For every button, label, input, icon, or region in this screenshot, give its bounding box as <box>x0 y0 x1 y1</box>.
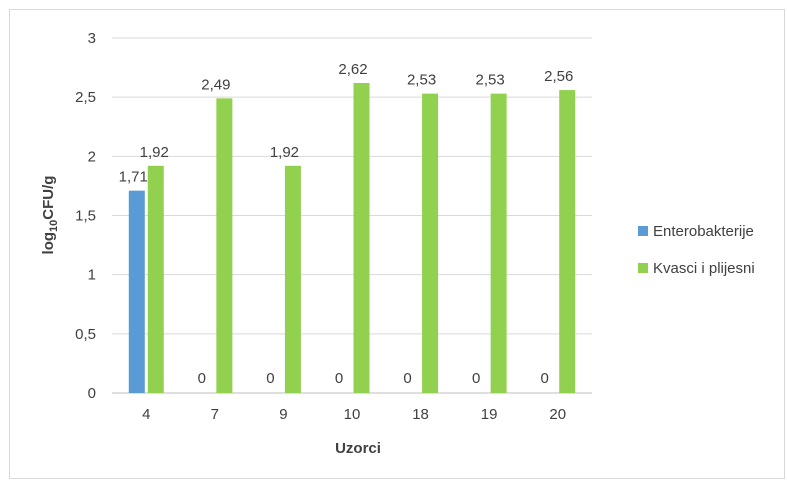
x-tick-label: 4 <box>142 406 150 423</box>
y-axis-ticks: 0 0,5 1 1,5 2 2,5 3 <box>75 30 96 402</box>
bar-kvasci-i-plijesni-10 <box>353 82 370 393</box>
legend-swatch-enterobakterije <box>638 226 648 236</box>
data-label-kvasci-i-plijesni-10: 2,62 <box>338 61 367 78</box>
data-label-enterobakterije-10: 0 <box>335 370 343 387</box>
y-tick-label: 2 <box>88 148 96 165</box>
x-tick-label: 10 <box>344 406 361 423</box>
bars <box>128 82 576 394</box>
data-label-enterobakterije-4: 1,71 <box>119 169 148 186</box>
x-tick-label: 7 <box>211 406 219 423</box>
y-tick-label: 3 <box>88 30 96 47</box>
y-tick-label: 0 <box>88 385 96 402</box>
data-label-enterobakterije-7: 0 <box>198 370 206 387</box>
x-tick-label: 9 <box>279 406 287 423</box>
y-axis-title-main: log <box>40 232 57 255</box>
x-tick-label: 18 <box>412 406 429 423</box>
legend-label-kvasci-i-plijesni: Kvasci i plijesni <box>653 260 755 277</box>
x-tick-label: 20 <box>549 406 566 423</box>
x-tick-label: 19 <box>481 406 498 423</box>
y-tick-label: 1,5 <box>75 208 96 225</box>
data-labels: 1,71 1,92 0 2,49 0 1,92 0 2,62 0 2,53 0 2,53 0 2,56 <box>119 61 574 387</box>
legend-label-enterobakterije: Enterobakterije <box>653 223 754 240</box>
data-label-enterobakterije-18: 0 <box>403 370 411 387</box>
data-label-kvasci-i-plijesni-7: 2,49 <box>201 76 230 93</box>
y-axis-title: log10CFU/g <box>40 176 60 255</box>
data-label-kvasci-i-plijesni-20: 2,56 <box>544 68 573 85</box>
bar-kvasci-i-plijesni-18 <box>422 93 439 393</box>
gridlines <box>112 37 592 394</box>
data-label-enterobakterije-20: 0 <box>541 370 549 387</box>
bar-kvasci-i-plijesni-9 <box>284 165 301 393</box>
data-label-kvasci-i-plijesni-19: 2,53 <box>476 72 505 89</box>
data-label-kvasci-i-plijesni-18: 2,53 <box>407 72 436 89</box>
data-label-kvasci-i-plijesni-9: 1,92 <box>270 144 299 161</box>
data-label-enterobakterije-9: 0 <box>266 370 274 387</box>
y-tick-label: 0,5 <box>75 326 96 343</box>
x-axis-ticks: 4 7 9 10 18 19 20 <box>142 406 566 423</box>
bar-kvasci-i-plijesni-4 <box>147 165 164 393</box>
data-label-kvasci-i-plijesni-4: 1,92 <box>140 144 169 161</box>
bar-kvasci-i-plijesni-19 <box>490 93 507 393</box>
y-tick-label: 1 <box>88 267 96 284</box>
y-tick-label: 2,5 <box>75 89 96 106</box>
y-axis-title-subscript: 10 <box>48 220 60 232</box>
y-axis-title-rest: CFU/g <box>40 176 57 220</box>
bar-kvasci-i-plijesni-7 <box>216 98 233 393</box>
legend-swatch-kvasci-i-plijesni <box>638 263 648 273</box>
bar-kvasci-i-plijesni-20 <box>559 90 576 394</box>
x-axis-title: Uzorci <box>335 440 381 457</box>
bar-enterobakterije-4 <box>128 190 145 393</box>
legend: Enterobakterije Kvasci i plijesni <box>638 223 755 277</box>
data-label-enterobakterije-19: 0 <box>472 370 480 387</box>
